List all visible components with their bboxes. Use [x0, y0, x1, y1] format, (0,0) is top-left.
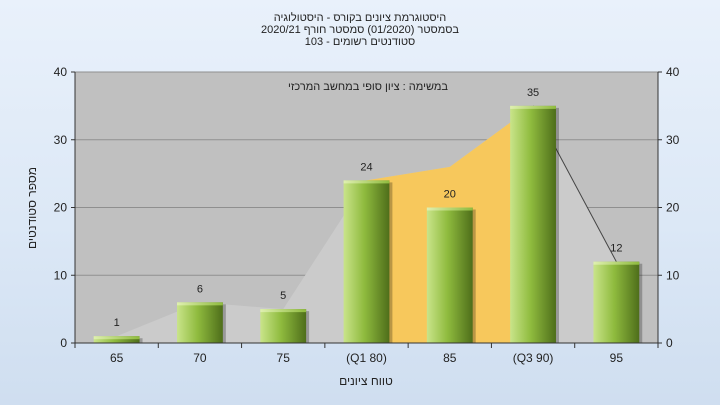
annotation-text: במשימה : ציון סופי במחשב המרכזי — [288, 81, 448, 93]
bar-4 — [426, 207, 473, 343]
bars-layer — [93, 105, 643, 343]
bar-5 — [510, 105, 556, 343]
chart-title-line-1: היסטוגרמת ציונים בקורס - היסטולוגיה — [273, 12, 447, 24]
bar-top-6 — [593, 261, 640, 265]
data-label-1: 6 — [197, 283, 203, 295]
data-label-3: 24 — [360, 161, 372, 173]
x-tick-label-6: 95 — [610, 351, 624, 365]
y-tick-label-right-30: 30 — [666, 133, 680, 147]
y-tick-label-left-30: 30 — [54, 133, 68, 147]
x-tick-label-1: 70 — [193, 351, 207, 365]
y-tick-label-left-20: 20 — [54, 201, 68, 215]
data-label-0: 1 — [114, 317, 120, 329]
x-tick-label-2: 75 — [277, 351, 291, 365]
data-label-6: 12 — [610, 243, 622, 255]
bar-0 — [93, 336, 140, 343]
x-tick-label-5: (Q3 90) — [513, 351, 554, 365]
data-label-2: 5 — [280, 290, 286, 302]
y-tick-label-left-0: 0 — [60, 336, 67, 350]
y-tick-label-right-10: 10 — [666, 268, 680, 282]
chart-title-line-2: בסמסטר (01/2020) סמסטר חורף 2020/21 — [260, 24, 460, 36]
bar-top-3 — [343, 180, 390, 184]
x-axis-label: טווח ציונים — [339, 374, 393, 388]
bar-6 — [593, 261, 640, 343]
y-axis-label: מספר סטודנטים — [25, 167, 39, 249]
x-tick-label-0: 65 — [110, 351, 124, 365]
x-tick-label-3: (Q1 80) — [346, 351, 387, 365]
labels-layer: 1 6 5 24 20 35 12 — [114, 87, 623, 329]
data-label-5: 35 — [527, 87, 539, 99]
bar-top-2 — [260, 309, 307, 313]
chart-title-line-3: סטודנטים רשומים - 103 — [304, 36, 416, 48]
bar-top-0 — [93, 336, 140, 340]
y-tick-label-left-10: 10 — [54, 268, 68, 282]
y-tick-label-right-20: 20 — [666, 201, 680, 215]
x-tick-label-4: 85 — [443, 351, 457, 365]
y-tick-label-right-40: 40 — [666, 65, 680, 79]
data-label-4: 20 — [444, 189, 456, 201]
bar-1 — [177, 302, 223, 343]
bar-3 — [343, 180, 390, 343]
bar-top-1 — [177, 302, 223, 306]
bar-top-4 — [426, 207, 473, 211]
y-tick-label-right-0: 0 — [666, 336, 673, 350]
y-tick-label-left-40: 40 — [54, 65, 68, 79]
bar-2 — [260, 309, 307, 343]
bar-top-5 — [510, 105, 556, 109]
